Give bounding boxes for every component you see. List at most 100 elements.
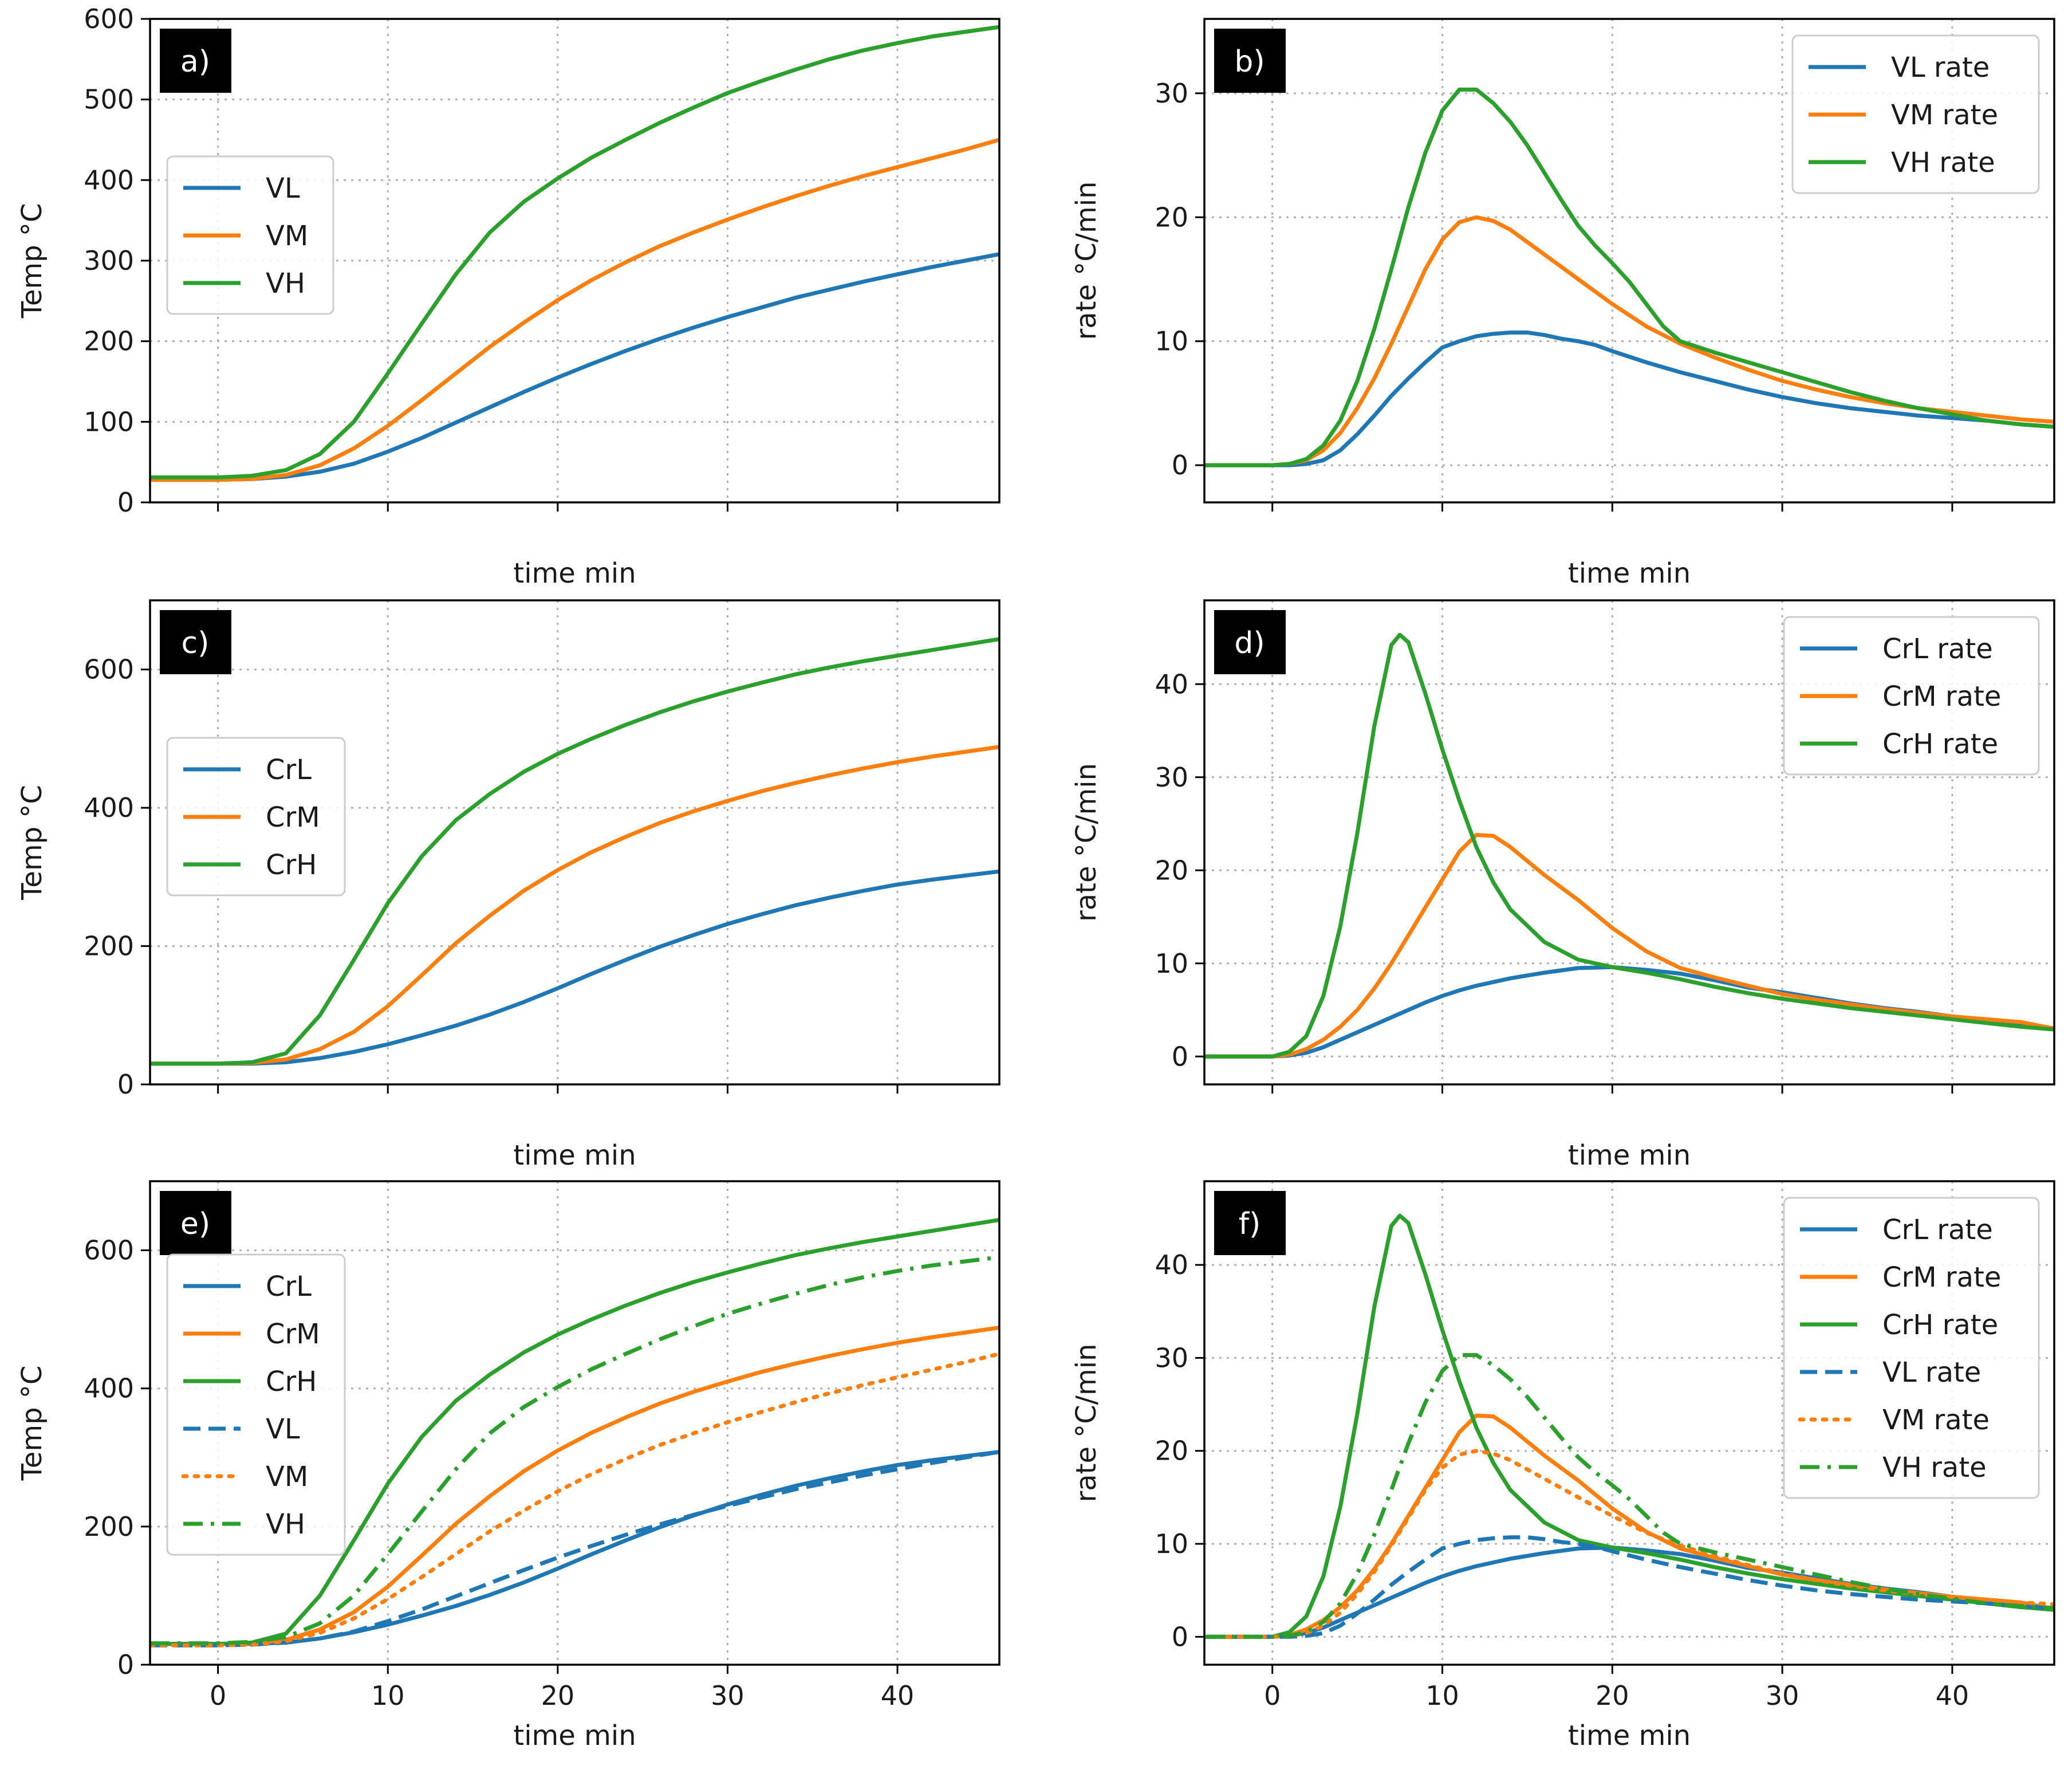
x-tick-label: 10 — [371, 1680, 405, 1711]
y-tick-label: 40 — [1155, 1249, 1188, 1280]
legend-label: CrL rate — [1882, 1214, 1993, 1246]
x-tick-label: 0 — [1264, 1680, 1281, 1711]
legend-label: VM rate — [1882, 1404, 1990, 1436]
legend-label: CrM — [266, 1318, 320, 1350]
panel-f: 0 10 20 30 40 0 10 20 30 40 f) time min rate °C/min C… — [1070, 1180, 2055, 1752]
panel-a: 0 100 200 300 400 500 600 a) time min Temp °C VL VM… — [16, 3, 1000, 589]
y-axis-label: Temp °C — [16, 203, 48, 319]
panel-tag: e) — [180, 1207, 210, 1241]
panel-tag: b) — [1234, 45, 1265, 79]
legend-label: CrM rate — [1882, 1261, 2001, 1293]
legend: VL VM VH — [166, 155, 334, 315]
x-tick-label: 20 — [1596, 1680, 1629, 1711]
series-line-crm — [150, 1326, 999, 1646]
series-line-crh-rate — [1204, 1213, 2054, 1639]
y-tick-label: 0 — [1172, 450, 1188, 481]
y-tick-label: 10 — [1155, 948, 1188, 979]
panel-tag-box — [160, 610, 231, 674]
series-line-crl — [150, 1450, 999, 1646]
y-tick-label: 0 — [117, 1649, 134, 1680]
panel-tag-box — [160, 29, 231, 93]
legend-label: VH — [266, 268, 305, 300]
legend-label: VL — [266, 1413, 300, 1445]
x-tick-label: 40 — [881, 1680, 915, 1711]
series-line-crh-rate — [1204, 632, 2054, 1059]
panel-tag: c) — [182, 626, 210, 660]
legend-label: CrH — [266, 1366, 317, 1398]
panel-tag-box — [1214, 1191, 1286, 1255]
y-tick-label: 0 — [117, 487, 134, 518]
legend: VL rate VM rate VH rate — [1791, 34, 2040, 194]
series-line-vm — [150, 137, 999, 482]
y-tick-label: 300 — [84, 245, 134, 276]
legend-label: VH — [266, 1508, 305, 1540]
legend-label: VM — [266, 220, 308, 252]
panel-tag-box — [160, 1191, 231, 1255]
plot-frame — [149, 1180, 1000, 1666]
legend: CrL CrM CrH — [166, 737, 346, 897]
plot-frame — [1203, 18, 2055, 504]
x-axis-label: time min — [513, 557, 636, 589]
panel-tag: a) — [180, 45, 210, 79]
y-tick-label: 40 — [1155, 669, 1188, 699]
legend-label: CrM rate — [1882, 681, 2001, 713]
x-tick-label: 0 — [210, 1680, 226, 1711]
legend-label: VL — [266, 172, 300, 205]
series-line-crh — [150, 1218, 999, 1646]
panel-tag: d) — [1234, 626, 1265, 660]
legend-label: CrH — [266, 849, 317, 881]
series-line-vm — [150, 1351, 999, 1648]
y-tick-label: 400 — [84, 1373, 134, 1404]
y-tick-label: 600 — [84, 654, 134, 685]
y-tick-label: 0 — [1172, 1621, 1188, 1652]
series-line-vh-rate — [1204, 1353, 2054, 1639]
x-tick-label: 40 — [1936, 1680, 1969, 1711]
x-tick-label: 10 — [1425, 1680, 1459, 1711]
plot-frame — [1203, 599, 2055, 1086]
y-tick-label: 500 — [84, 84, 134, 115]
x-tick-label: 30 — [711, 1680, 744, 1711]
series-line-vm-rate — [1204, 1449, 2054, 1639]
y-axis-label: rate °C/min — [1070, 1344, 1102, 1503]
panel-b: 0 10 20 30 b) time min rate °C/min VL rate VM ra… — [1070, 18, 2055, 589]
series-line-vl — [150, 1450, 999, 1648]
legend-box — [1783, 1197, 2040, 1499]
legend-label: CrL — [266, 1271, 312, 1303]
y-axis-label: rate °C/min — [1070, 182, 1102, 340]
legend-label: VM — [266, 1461, 308, 1493]
plot-frame — [1203, 1180, 2055, 1666]
y-tick-label: 20 — [1155, 1436, 1188, 1466]
series-line-vl-rate — [1204, 331, 2054, 467]
y-axis-label: Temp °C — [16, 1366, 48, 1481]
series-line-crl — [150, 869, 999, 1066]
y-tick-label: 30 — [1155, 1342, 1188, 1373]
x-axis-label: time min — [1568, 557, 1691, 589]
series-line-vh — [150, 1255, 999, 1646]
legend-box — [166, 737, 346, 897]
series-line-crh — [150, 637, 999, 1066]
series-line-crm — [150, 745, 999, 1066]
legend-label: VH rate — [1891, 147, 1995, 179]
x-axis-label: time min — [1568, 1720, 1691, 1752]
plot-frame — [149, 599, 1000, 1086]
x-axis-label: time min — [513, 1720, 636, 1752]
y-tick-label: 0 — [1172, 1041, 1188, 1072]
panel-c: 0 200 400 600 c) time min Temp °C CrL CrM CrH — [16, 599, 1000, 1171]
y-tick-label: 400 — [84, 792, 134, 823]
y-tick-label: 200 — [84, 931, 134, 962]
series-line-crm-rate — [1204, 833, 2054, 1059]
y-tick-label: 400 — [84, 164, 134, 195]
legend-label: VH rate — [1882, 1452, 1987, 1484]
y-tick-label: 20 — [1155, 855, 1188, 886]
y-tick-label: 600 — [84, 3, 134, 34]
y-tick-label: 30 — [1155, 762, 1188, 793]
legend-label: VM rate — [1891, 99, 1998, 131]
y-tick-label: 0 — [117, 1069, 134, 1100]
x-axis-label: time min — [513, 1139, 636, 1171]
panel-tag-box — [1214, 610, 1286, 674]
panel-tag-box — [1214, 29, 1286, 93]
legend-label: CrH rate — [1882, 1309, 1998, 1341]
y-tick-label: 10 — [1155, 1528, 1188, 1559]
